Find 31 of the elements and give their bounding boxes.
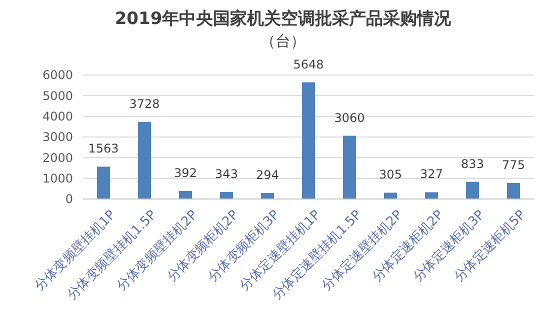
- y-tick-label: 3000: [42, 130, 73, 144]
- chart-subtitle: （台）: [260, 32, 306, 50]
- bar: [96, 166, 110, 199]
- bar: [506, 182, 520, 199]
- data-label: 343: [215, 166, 238, 181]
- bar: [178, 190, 192, 199]
- bar: [260, 192, 274, 199]
- y-tick-label: 0: [65, 192, 73, 206]
- data-label: 1563: [88, 142, 119, 156]
- y-tick-label: 6000: [42, 68, 73, 82]
- data-label: 3060: [334, 110, 365, 125]
- data-label: 833: [461, 156, 484, 171]
- bar: [466, 182, 480, 199]
- bar: [384, 192, 398, 199]
- y-tick-label: 2000: [42, 150, 73, 165]
- data-label: 294: [256, 168, 279, 182]
- data-label: 305: [379, 168, 402, 182]
- data-label: 775: [502, 158, 525, 172]
- data-label: 392: [174, 166, 197, 180]
- y-tick-label: 1000: [42, 172, 73, 186]
- bar: [138, 122, 152, 199]
- data-label: 5648: [293, 57, 324, 72]
- bar: [424, 192, 438, 199]
- chart-title: 2019年中央国家机关空调批采产品采购情况: [114, 9, 452, 29]
- y-tick-label: 4000: [42, 110, 73, 124]
- y-tick-label: 5000: [42, 88, 73, 103]
- data-label: 327: [420, 167, 443, 182]
- data-label: 3728: [129, 96, 160, 111]
- bar: [220, 192, 234, 199]
- bar: [302, 82, 316, 199]
- bar: [342, 136, 356, 199]
